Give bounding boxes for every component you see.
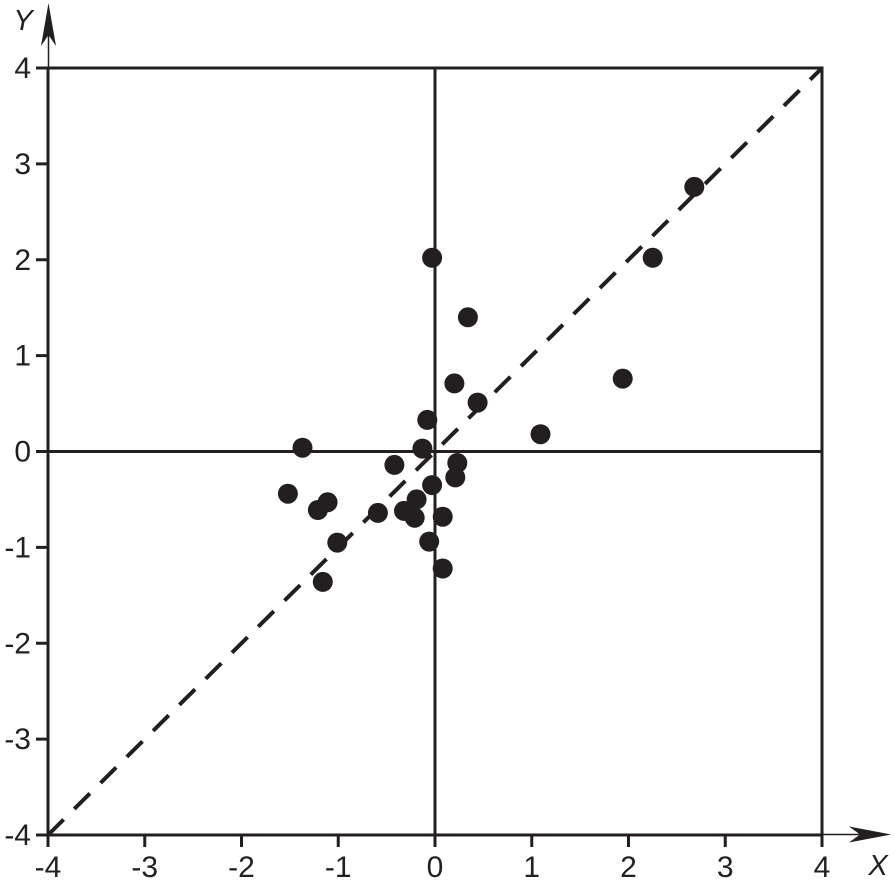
data-point	[432, 558, 453, 579]
x-tick-label: -4	[35, 851, 62, 880]
x-tick-label: -3	[131, 851, 158, 880]
y-axis-arrowhead-icon	[41, 3, 56, 46]
data-point	[444, 373, 465, 394]
data-point	[432, 506, 453, 527]
x-tick-label: 0	[427, 851, 444, 880]
data-point	[367, 502, 388, 523]
data-point	[327, 532, 348, 553]
data-point	[417, 409, 438, 430]
x-tick-label: -2	[228, 851, 255, 880]
data-point	[307, 500, 328, 520]
y-tick-label: -2	[4, 627, 31, 660]
data-point	[384, 454, 405, 475]
data-point	[292, 437, 313, 458]
data-point	[467, 392, 488, 413]
x-tick-label: -1	[325, 851, 352, 880]
data-point	[684, 176, 705, 197]
y-tick-label: -4	[4, 819, 31, 852]
x-axis-label: X	[867, 850, 889, 880]
data-point	[422, 475, 443, 496]
data-point	[406, 489, 427, 510]
y-tick-label: 1	[14, 340, 31, 373]
y-axis-label: Y	[13, 5, 35, 37]
data-point	[642, 247, 663, 268]
x-tick-label: 4	[814, 851, 831, 880]
y-tick-label: 4	[14, 52, 31, 85]
data-point	[445, 467, 466, 488]
data-point	[612, 368, 633, 389]
data-point	[530, 424, 551, 445]
data-point	[457, 307, 478, 328]
data-point	[419, 531, 440, 552]
y-tick-label: -1	[4, 531, 31, 564]
y-tick-label: 2	[14, 244, 31, 277]
x-axis-arrowhead-icon	[849, 826, 891, 843]
y-tick-label: -3	[4, 723, 31, 756]
y-tick-label: 0	[14, 436, 31, 469]
data-point	[312, 571, 333, 592]
y-tick-label: 3	[14, 148, 31, 181]
data-point	[277, 483, 298, 504]
data-point	[422, 247, 443, 268]
x-tick-label: 1	[523, 851, 540, 880]
data-point	[412, 438, 433, 459]
data-point	[404, 507, 425, 528]
x-tick-label: 2	[620, 851, 637, 880]
x-tick-label: 3	[717, 851, 734, 880]
